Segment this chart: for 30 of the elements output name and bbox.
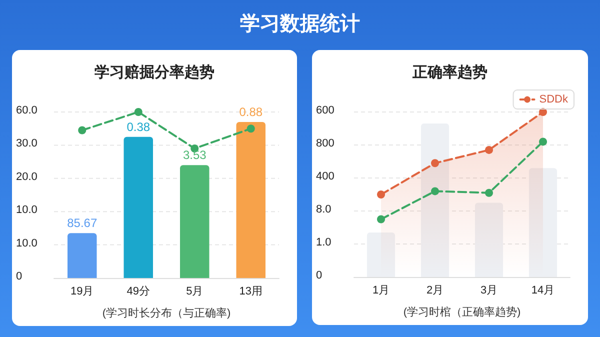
x-tick-label: 3月 [480, 284, 498, 296]
text: 0 [316, 270, 322, 282]
x-tick-label: 2月 [426, 284, 444, 296]
annotation: 0.38 [126, 120, 150, 134]
text: 60.0 [16, 104, 38, 116]
text: 20.0 [16, 170, 38, 183]
chart-title: 学习赔掘分率趋势 [94, 63, 214, 81]
x-tick-label: 49分 [126, 286, 150, 298]
text: 30.0 [16, 138, 38, 150]
x-axis-title: (学习时长分布（与正确率) [102, 306, 231, 320]
text: 学习数据统计 [239, 10, 361, 36]
text: 1.0 [316, 236, 332, 248]
annotation: 85.67 [67, 216, 98, 230]
x-tick-label: 5月 [186, 286, 204, 298]
annotation: 0.88 [239, 104, 263, 119]
text: 8.0 [316, 204, 332, 216]
text: 400 [316, 170, 334, 182]
text: 10.0 [16, 237, 38, 250]
x-tick-label: 14月 [531, 284, 555, 296]
text: 600 [316, 104, 334, 116]
annotation: 3.53 [182, 148, 207, 162]
text: 0 [16, 270, 22, 282]
legend-label: SDDk [539, 94, 568, 106]
x-tick-label: 13用 [239, 286, 262, 298]
x-axis-title: (学习时棺（正确率趋势) [403, 306, 521, 318]
x-tick-label: 19月 [70, 286, 94, 298]
text: 10.0 [16, 204, 38, 216]
text: 800 [316, 138, 334, 150]
chart-title: 正确率趋势 [412, 63, 488, 81]
x-tick-label: 1月 [372, 284, 390, 296]
